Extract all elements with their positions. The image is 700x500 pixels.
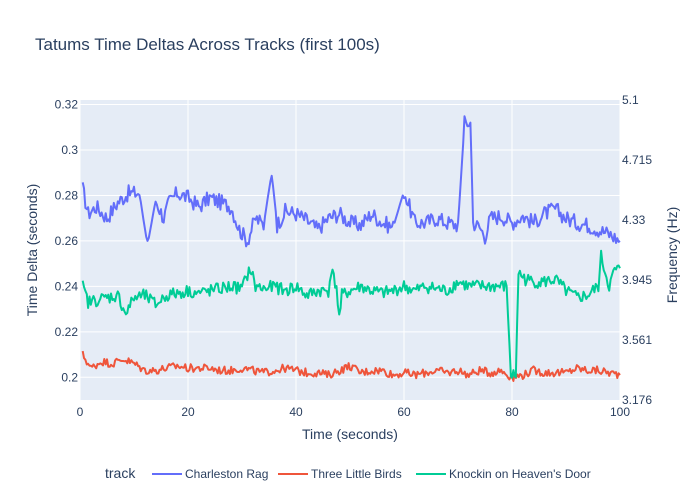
series-line	[81, 115, 621, 248]
y2-tick-label: 3.176	[622, 393, 652, 407]
y-tick-label: 0.2	[61, 370, 78, 384]
y2-axis-title: Frequency (Hz)	[664, 207, 680, 303]
series-line	[81, 350, 621, 382]
y-axis-ticks: 0.2 0.22 0.24 0.26 0.28 0.3 0.32	[55, 98, 79, 385]
y2-tick-label: 5.1	[622, 93, 639, 107]
x-tick-label: 100	[610, 405, 630, 419]
plot-background	[80, 100, 620, 400]
x-tick-label: 80	[505, 405, 519, 419]
y-axis-title: Time Delta (seconds)	[24, 184, 40, 317]
y-tick-label: 0.3	[61, 143, 78, 157]
y2-tick-label: 4.715	[622, 153, 652, 167]
y2-axis-ticks: 5.1 4.715 4.33 3.945 3.561 3.176	[622, 93, 652, 407]
y2-tick-label: 3.945	[622, 273, 652, 287]
y-tick-label: 0.28	[55, 188, 79, 202]
x-tick-label: 60	[397, 405, 411, 419]
x-tick-label: 40	[289, 405, 303, 419]
x-tick-label: 0	[77, 405, 84, 419]
series-lines	[81, 115, 621, 382]
legend[interactable]: track Charleston Rag Three Little Birds Kn…	[105, 465, 591, 481]
y2-tick-label: 3.561	[622, 333, 652, 347]
x-axis-title: Time (seconds)	[302, 426, 398, 442]
x-tick-label: 20	[181, 405, 195, 419]
y-tick-label: 0.32	[55, 98, 79, 112]
legend-item-label[interactable]: Charleston Rag	[185, 467, 268, 481]
legend-title: track	[105, 465, 136, 481]
chart-title: Tatums Time Deltas Across Tracks (first …	[35, 35, 380, 54]
y-tick-label: 0.24	[55, 279, 79, 293]
legend-item-label[interactable]: Three Little Birds	[311, 467, 402, 481]
y-tick-label: 0.22	[55, 325, 79, 339]
y2-tick-label: 4.33	[622, 213, 646, 227]
x-axis-ticks: 0 20 40 60 80 100	[77, 405, 631, 419]
series-line	[81, 249, 621, 379]
legend-item-label[interactable]: Knockin on Heaven's Door	[449, 467, 591, 481]
y-tick-label: 0.26	[55, 234, 79, 248]
